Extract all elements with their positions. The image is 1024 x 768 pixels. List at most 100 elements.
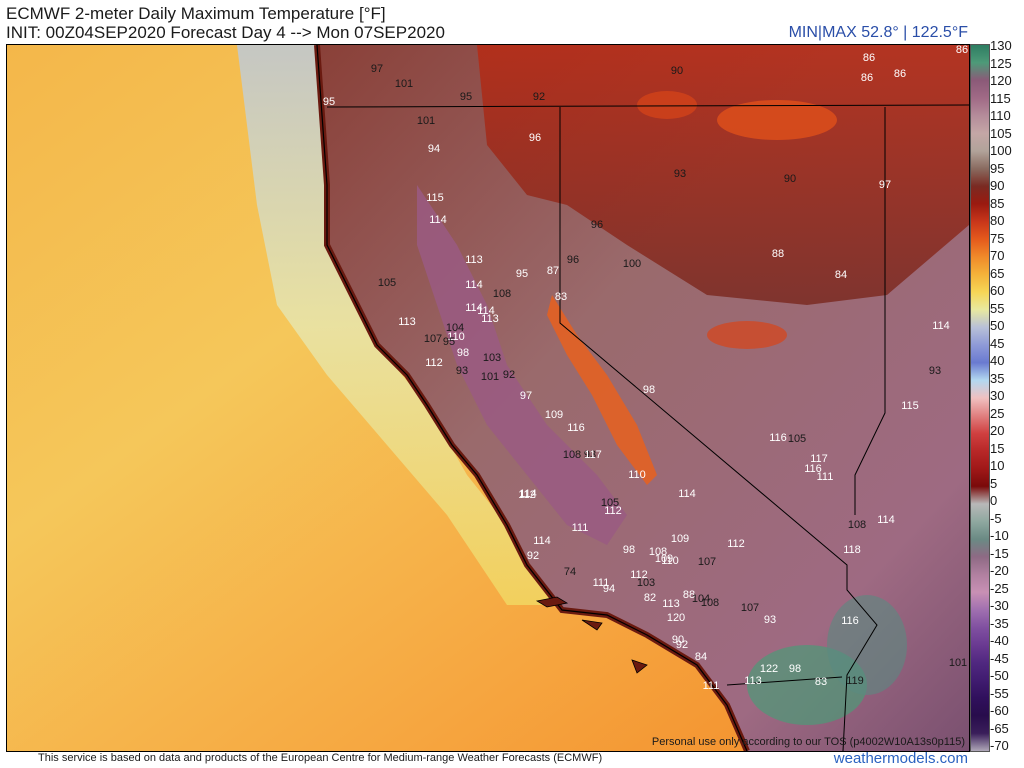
colorbar-tick-label: -45: [990, 650, 1009, 666]
colorbar-tick-label: 110: [990, 108, 1011, 123]
temperature-label: 105: [377, 277, 397, 289]
temperature-label: 112: [518, 489, 536, 501]
temperature-label: 112: [630, 569, 648, 581]
temperature-label: 86: [862, 52, 876, 64]
temperature-label: 117: [810, 453, 828, 465]
temperature-label: 110: [628, 469, 646, 481]
temperature-label: 96: [590, 219, 604, 231]
temperature-label: 98: [456, 347, 470, 359]
brand-link[interactable]: weathermodels.com: [833, 750, 968, 767]
oregon-border: [326, 104, 969, 108]
colorbar-tick-label: -5: [990, 510, 1002, 526]
tos-note: Personal use only according to our TOS (…: [651, 736, 965, 748]
temperature-label: 114: [533, 535, 551, 547]
temperature-label: 103: [636, 577, 656, 589]
temperature-label: 114: [477, 305, 495, 317]
colorbar-tick-label: -60: [990, 703, 1009, 718]
channel-island: [535, 596, 569, 608]
temperature-label: 109: [544, 409, 564, 421]
temperature-label: 93: [763, 614, 777, 626]
temperature-label: 114: [678, 488, 696, 500]
colorbar-tick-label: -30: [990, 598, 1009, 613]
colorbar-tick-label: 90: [990, 178, 1005, 193]
colorbar-tick-label: 120: [990, 73, 1012, 88]
colorbar-tick-label: -20: [990, 563, 1009, 578]
colorbar-tick-label: 115: [990, 90, 1011, 106]
temperature-label: 83: [554, 291, 568, 303]
temperature-label: 114: [877, 514, 895, 526]
colorbar-tick-label: 65: [990, 265, 1005, 281]
temperature-label: 105: [600, 497, 620, 509]
temperature-label: 104: [445, 322, 465, 334]
colorbar-tick-label: 15: [990, 440, 1005, 456]
temperature-label: 109: [654, 553, 674, 565]
temperature-label: 108: [700, 597, 720, 609]
colorbar-tick-label: 100: [990, 143, 1012, 158]
temperature-label: 111: [702, 680, 720, 692]
temperature-label: 93: [583, 449, 597, 461]
temperature-label: 113: [481, 313, 499, 325]
temperature-label: 107: [423, 333, 443, 345]
temperature-label: 101: [948, 657, 968, 669]
temperature-label: 92: [532, 91, 546, 103]
ca-nv-border: [559, 107, 878, 751]
temperature-label: 114: [465, 279, 483, 291]
temperature-label: 114: [519, 488, 537, 500]
temperature-label: 88: [682, 589, 696, 601]
mexico-border: [726, 676, 843, 686]
hot-spot: [707, 321, 787, 349]
temperature-label: 98: [788, 663, 802, 675]
colorbar-tick-label: 20: [990, 423, 1005, 438]
temperature-label: 110: [447, 331, 465, 343]
temperature-label: 116: [769, 432, 787, 444]
temperature-label: 108: [492, 288, 512, 300]
colorbar-tick-label: 30: [990, 388, 1005, 403]
temperature-label: 90: [670, 65, 684, 77]
temperature-label: 94: [427, 143, 441, 155]
temperature-label: 92: [675, 639, 689, 651]
temperature-label: 88: [771, 248, 785, 260]
temperature-label: 95: [459, 91, 473, 103]
temperature-label: 107: [697, 556, 717, 568]
temperature-label: 92: [526, 550, 540, 562]
colorbar-tick-label: 85: [990, 195, 1005, 211]
colorbar-tick-label: -25: [990, 580, 1009, 596]
temperature-label: 100: [622, 258, 642, 270]
channel-island: [581, 619, 603, 631]
colorbar-tick-label: -10: [990, 528, 1009, 543]
colorbar-tick-label: 60: [990, 283, 1005, 298]
desert-hot-spot: [827, 595, 907, 695]
ecmwf-credit: This service is based on data and produc…: [38, 752, 603, 764]
temperature-label: 107: [740, 602, 760, 614]
temperature-label: 118: [843, 544, 861, 556]
temperature-label: 97: [878, 179, 892, 191]
colorbar-tick-label: -35: [990, 615, 1009, 631]
colorbar-tick-label: -40: [990, 633, 1009, 648]
hot-spot: [637, 91, 697, 119]
colorbar-tick-label: -15: [990, 545, 1009, 561]
temperature-label: 113: [744, 675, 762, 687]
colorbar-tick-label: 75: [990, 230, 1005, 246]
temperature-label: 122: [759, 663, 779, 675]
temperature-label: 105: [787, 433, 807, 445]
temperature-label: 96: [566, 254, 580, 266]
sierra-cool-ridge: [547, 295, 657, 485]
temperature-label: 95: [515, 268, 529, 280]
temperature-label: 97: [370, 63, 384, 75]
temperature-label: 95: [442, 336, 456, 348]
colorbar-tick-label: 125: [990, 55, 1012, 71]
temperature-label: 101: [480, 371, 500, 383]
temperature-label: 114: [465, 302, 483, 314]
temperature-label: 114: [429, 214, 447, 226]
temperature-label: 115: [901, 400, 919, 412]
temperature-label: 84: [694, 651, 708, 663]
temperature-label: 108: [648, 546, 668, 558]
temperature-label: 111: [571, 522, 589, 534]
colorbar: [970, 44, 990, 752]
temperature-label: 101: [394, 78, 414, 90]
colorbar-tick-label: -50: [990, 668, 1009, 683]
colorbar-tick-label: 5: [990, 475, 998, 491]
temperature-label: 108: [847, 519, 867, 531]
hot-spot: [717, 100, 837, 140]
colorbar-tick-label: 25: [990, 405, 1005, 421]
